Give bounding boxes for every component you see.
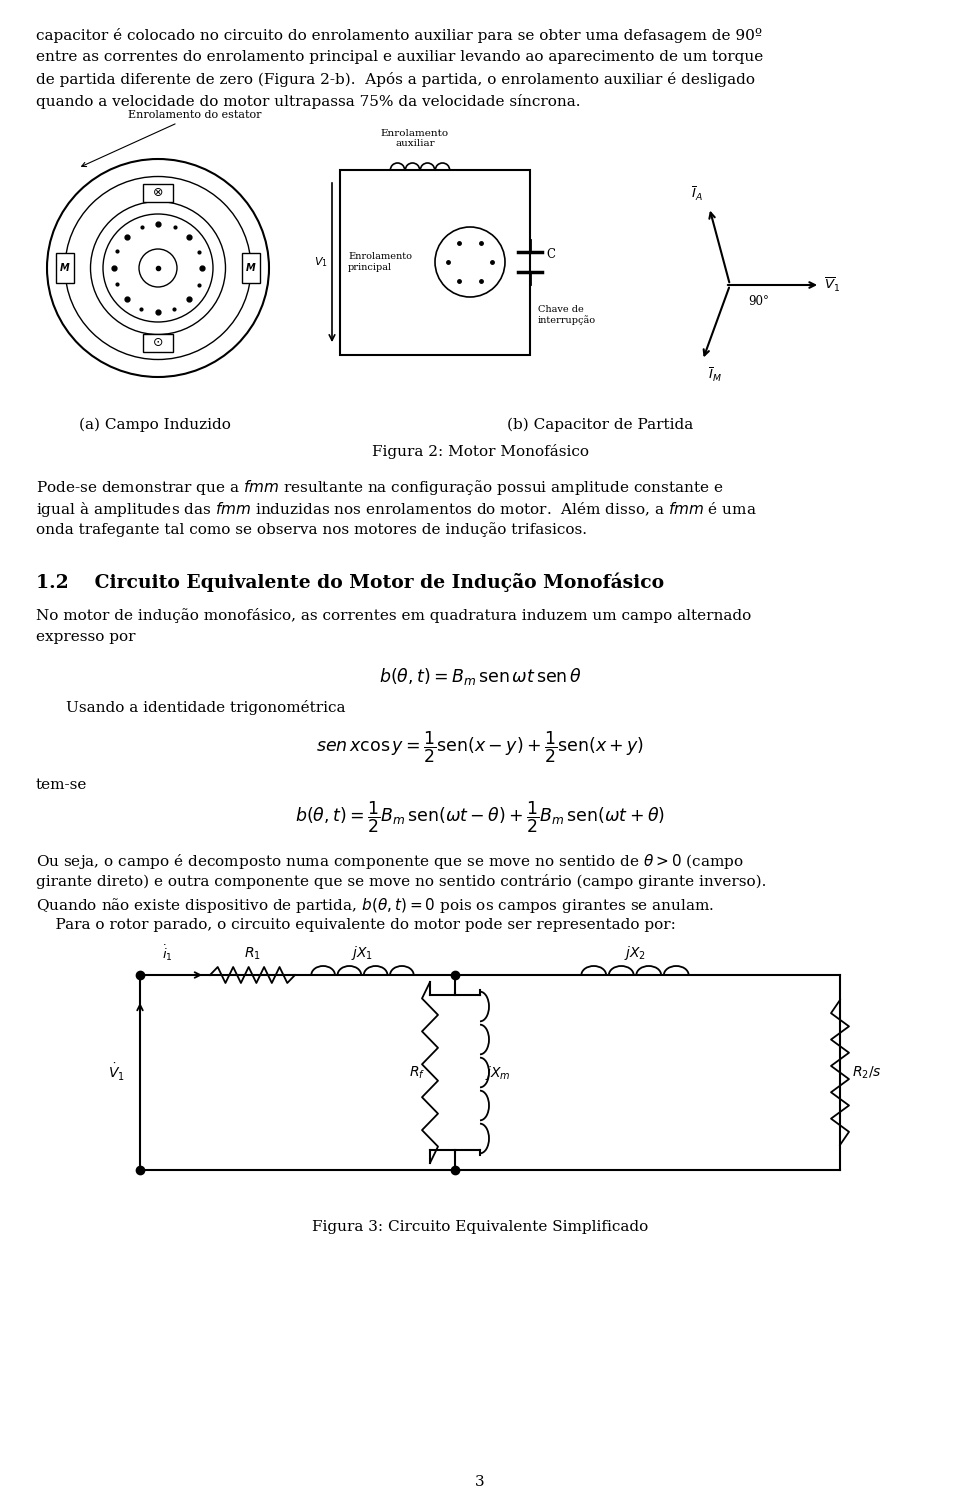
Text: $b(\theta, t) = B_m\,\mathrm{sen}\,\omega t\,\mathrm{sen}\,\theta$: $b(\theta, t) = B_m\,\mathrm{sen}\,\omeg… (378, 666, 582, 687)
Text: de partida diferente de zero (Figura 2-b).  Após a partida, o enrolamento auxili: de partida diferente de zero (Figura 2-b… (36, 72, 755, 87)
Text: igual à amplitudes das $fmm$ induzidas nos enrolamentos do motor.  Além disso, a: igual à amplitudes das $fmm$ induzidas n… (36, 500, 756, 518)
Text: 1.2    Circuito Equivalente do Motor de Indução Monofásico: 1.2 Circuito Equivalente do Motor de Ind… (36, 573, 664, 592)
Text: quando a velocidade do motor ultrapassa 75% da velocidade síncrona.: quando a velocidade do motor ultrapassa … (36, 93, 581, 109)
Ellipse shape (435, 228, 505, 297)
Bar (143, 184, 173, 202)
Text: $R_f$: $R_f$ (409, 1064, 425, 1081)
Text: ⊙: ⊙ (153, 336, 163, 350)
Text: $jX_m$: $jX_m$ (485, 1064, 511, 1082)
Text: $\overline{V}_1$: $\overline{V}_1$ (824, 276, 840, 294)
Text: Quando não existe dispositivo de partida, $b(\theta, t) = 0$ pois os campos gira: Quando não existe dispositivo de partida… (36, 897, 714, 915)
Text: 90°: 90° (748, 295, 769, 307)
Text: $jX_1$: $jX_1$ (351, 943, 373, 961)
Bar (340, 170, 530, 356)
Text: $jX_2$: $jX_2$ (624, 943, 646, 961)
Text: Ou seja, o campo é decomposto numa componente que se move no sentido de $\theta : Ou seja, o campo é decomposto numa compo… (36, 851, 744, 871)
Text: Usando a identidade trigonométrica: Usando a identidade trigonométrica (66, 699, 346, 714)
Text: Chave de
interrupção: Chave de interrupção (538, 304, 596, 326)
Text: $\overline{I}_A$: $\overline{I}_A$ (691, 184, 703, 203)
Text: $R_1$: $R_1$ (244, 945, 261, 961)
Bar (143, 335, 173, 353)
Bar (56, 253, 74, 283)
Text: M: M (246, 264, 256, 273)
Text: $\dot{i}_1$: $\dot{i}_1$ (162, 943, 173, 963)
Text: (b) Capacitor de Partida: (b) Capacitor de Partida (507, 417, 693, 433)
Text: Enrolamento
auxiliar: Enrolamento auxiliar (381, 128, 449, 148)
Text: Para o rotor parado, o circuito equivalente do motor pode ser representado por:: Para o rotor parado, o circuito equivale… (36, 918, 676, 931)
Text: $b(\theta, t) = \dfrac{1}{2}B_m\,\mathrm{sen}(\omega t - \theta) + \dfrac{1}{2}B: $b(\theta, t) = \dfrac{1}{2}B_m\,\mathrm… (295, 800, 665, 835)
Text: Pode-se demonstrar que a $fmm$ resultante na configuração possui amplitude const: Pode-se demonstrar que a $fmm$ resultant… (36, 478, 724, 497)
Text: ⊗: ⊗ (153, 187, 163, 199)
Bar (242, 253, 260, 283)
Text: $V_1$: $V_1$ (314, 255, 328, 268)
Text: M: M (60, 264, 70, 273)
Text: Figura 2: Motor Monofásico: Figura 2: Motor Monofásico (372, 445, 588, 460)
Text: Enrolamento do estator: Enrolamento do estator (82, 110, 261, 167)
Text: tem-se: tem-se (36, 778, 87, 793)
Text: capacitor é colocado no circuito do enrolamento auxiliar para se obter uma defas: capacitor é colocado no circuito do enro… (36, 29, 762, 44)
Text: entre as correntes do enrolamento principal e auxiliar levando ao aparecimento d: entre as correntes do enrolamento princi… (36, 50, 763, 63)
Text: $\mathit{sen}\,x\cos y = \dfrac{1}{2}\mathrm{sen}(x - y) + \dfrac{1}{2}\mathrm{s: $\mathit{sen}\,x\cos y = \dfrac{1}{2}\ma… (316, 729, 644, 766)
Text: Enrolamento
principal: Enrolamento principal (348, 252, 412, 271)
Text: expresso por: expresso por (36, 630, 135, 643)
Text: $R_2/s$: $R_2/s$ (852, 1064, 882, 1081)
Text: No motor de indução monofásico, as correntes em quadratura induzem um campo alte: No motor de indução monofásico, as corre… (36, 607, 752, 622)
Text: girante direto) e outra componente que se move no sentido contrário (campo giran: girante direto) e outra componente que s… (36, 874, 766, 889)
Text: 3: 3 (475, 1475, 485, 1489)
Text: (a) Campo Induzido: (a) Campo Induzido (79, 417, 231, 433)
Text: $\overline{I}_M$: $\overline{I}_M$ (708, 365, 721, 384)
Text: C: C (546, 247, 555, 261)
Text: $\dot{V}_1$: $\dot{V}_1$ (108, 1062, 125, 1084)
Text: onda trafegante tal como se observa nos motores de indução trifasicos.: onda trafegante tal como se observa nos … (36, 521, 587, 536)
Text: Figura 3: Circuito Equivalente Simplificado: Figura 3: Circuito Equivalente Simplific… (312, 1221, 648, 1234)
